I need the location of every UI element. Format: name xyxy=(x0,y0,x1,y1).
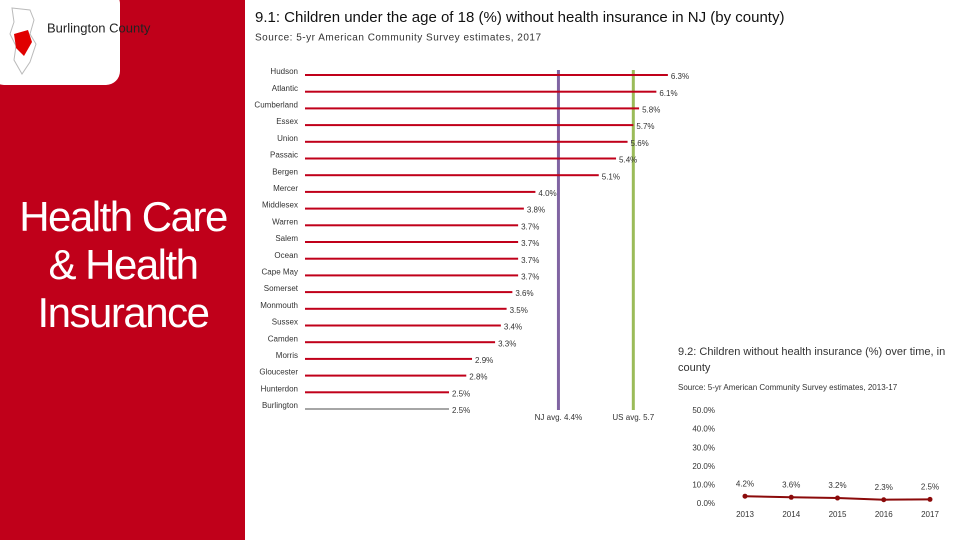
bar xyxy=(305,374,467,377)
value-label: 5.8% xyxy=(642,106,660,115)
y-tick-label: 20.0% xyxy=(692,462,715,471)
reference-label: NJ avg. 4.4% xyxy=(535,413,583,422)
bar xyxy=(305,207,524,210)
point xyxy=(881,497,887,503)
point xyxy=(835,495,840,501)
category-label: Bergen xyxy=(272,167,298,176)
bar xyxy=(305,241,519,243)
x-tick-label: 2015 xyxy=(829,510,847,519)
location-label: Burlington County xyxy=(47,20,151,35)
category-label: Gloucester xyxy=(259,368,298,377)
bar xyxy=(305,74,668,76)
bar xyxy=(305,408,449,410)
value-label: 5.1% xyxy=(602,172,620,181)
bar xyxy=(305,174,599,177)
value-label: 4.0% xyxy=(538,189,556,198)
point xyxy=(742,493,748,499)
bar xyxy=(305,391,449,394)
chart-subtitle: Source: 5-yr American Community Survey e… xyxy=(678,383,898,392)
value-label: 6.3% xyxy=(671,72,689,81)
value-label: 3.8% xyxy=(527,206,545,215)
category-label: Middlesex xyxy=(262,201,298,210)
category-label: Cape May xyxy=(262,268,298,277)
x-tick-label: 2013 xyxy=(736,510,754,519)
category-label: Mercer xyxy=(273,184,298,193)
category-label: Ocean xyxy=(274,251,298,260)
value-label: 3.7% xyxy=(521,273,539,282)
bar xyxy=(305,124,634,127)
bar xyxy=(305,90,657,93)
chart-subtitle: Source: 5-yr American Community Survey e… xyxy=(255,33,542,44)
bar xyxy=(305,291,513,294)
bar xyxy=(305,224,519,227)
value-label: 2.9% xyxy=(475,356,493,365)
reference-label: US avg. 5.7 xyxy=(612,413,654,422)
bar xyxy=(305,357,473,360)
value-label: 3.6% xyxy=(515,289,533,298)
chart-title: 9.2: Children without health insurance (… xyxy=(678,346,946,374)
category-label: Salem xyxy=(275,234,298,243)
category-label: Atlantic xyxy=(272,84,298,93)
section-title: Health Care xyxy=(19,193,227,240)
category-label: Essex xyxy=(276,117,298,126)
bar xyxy=(305,324,501,327)
bar xyxy=(305,257,519,260)
section-title: & Health xyxy=(48,241,197,288)
value-label: 2.8% xyxy=(469,373,487,382)
x-tick-label: 2016 xyxy=(875,510,893,519)
bar xyxy=(305,157,617,160)
point xyxy=(788,494,794,500)
sidebar xyxy=(0,0,245,540)
category-label: Morris xyxy=(276,351,298,360)
bar xyxy=(305,341,496,344)
value-label: 3.7% xyxy=(521,222,539,231)
category-label: Warren xyxy=(272,217,298,226)
point xyxy=(927,496,933,502)
bar xyxy=(305,307,507,310)
category-label: Camden xyxy=(268,334,298,343)
value-label: 6.1% xyxy=(659,89,677,98)
bar xyxy=(305,274,519,277)
value-label: 3.5% xyxy=(510,306,528,315)
value-label: 3.3% xyxy=(498,339,516,348)
bar xyxy=(305,190,536,193)
value-label: 2.5% xyxy=(452,389,470,398)
value-label: 2.5% xyxy=(921,482,939,491)
county-highlight xyxy=(14,30,32,56)
bar xyxy=(305,140,628,143)
y-tick-label: 50.0% xyxy=(692,406,715,415)
x-tick-label: 2017 xyxy=(921,510,939,519)
value-label: 3.2% xyxy=(828,481,846,490)
y-tick-label: 10.0% xyxy=(692,481,715,490)
section-title: Insurance xyxy=(38,289,209,336)
category-label: Somerset xyxy=(264,284,299,293)
category-label: Sussex xyxy=(272,318,298,327)
y-tick-label: 40.0% xyxy=(692,425,715,434)
value-label: 2.3% xyxy=(875,483,893,492)
category-label: Cumberland xyxy=(254,101,298,110)
category-label: Passaic xyxy=(270,151,298,160)
value-label: 5.4% xyxy=(619,156,637,165)
value-label: 2.5% xyxy=(452,406,470,415)
bar xyxy=(305,107,640,110)
y-tick-label: 0.0% xyxy=(697,499,715,508)
category-label: Burlington xyxy=(262,401,298,410)
value-label: 5.7% xyxy=(636,122,654,131)
value-label: 4.2% xyxy=(736,479,754,488)
value-label: 3.7% xyxy=(521,239,539,248)
value-label: 3.7% xyxy=(521,256,539,265)
value-label: 3.4% xyxy=(504,323,522,332)
category-label: Union xyxy=(277,134,298,143)
value-label: 5.6% xyxy=(631,139,649,148)
x-tick-label: 2014 xyxy=(782,510,800,519)
category-label: Hudson xyxy=(270,67,298,76)
y-tick-label: 30.0% xyxy=(692,443,715,452)
category-label: Hunterdon xyxy=(261,384,298,393)
value-label: 3.6% xyxy=(782,480,800,489)
chart-title: 9.1: Children under the age of 18 (%) wi… xyxy=(255,9,784,26)
category-label: Monmouth xyxy=(260,301,298,310)
